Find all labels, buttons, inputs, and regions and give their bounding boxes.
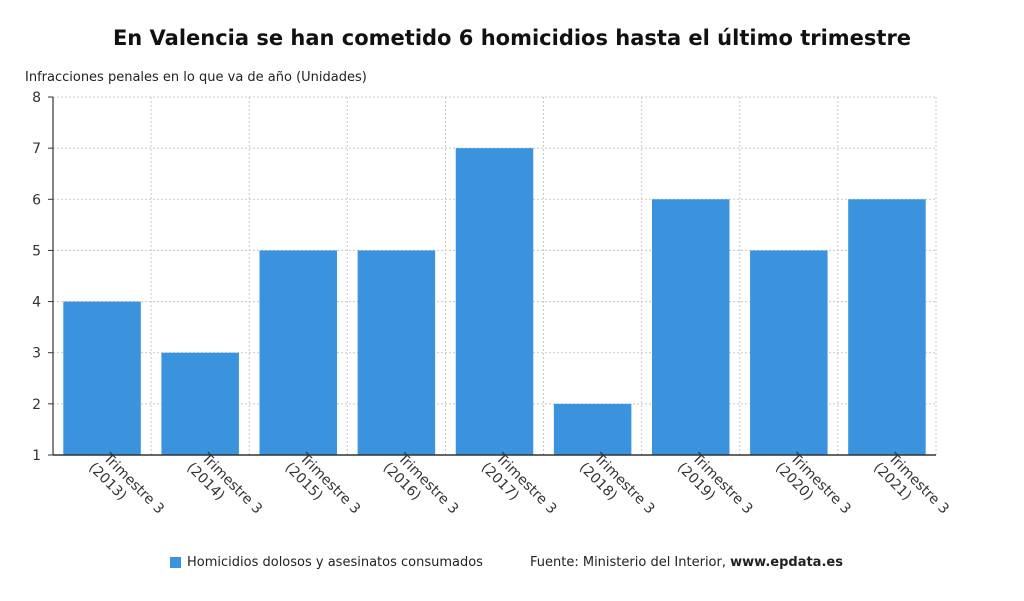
bar bbox=[651, 199, 730, 455]
x-tick-label: Trimestre 3(2019) bbox=[674, 450, 756, 518]
x-tick-label: Trimestre 3(2013) bbox=[85, 450, 167, 518]
x-tick-label: Trimestre 3(2018) bbox=[576, 450, 658, 518]
bars bbox=[63, 148, 926, 455]
y-tick-label: 3 bbox=[32, 346, 41, 362]
bar bbox=[161, 352, 239, 455]
chart-title: En Valencia se han cometido 6 homicidios… bbox=[112, 26, 912, 50]
bar bbox=[63, 301, 141, 455]
x-tick-label: Trimestre 3(2017) bbox=[478, 450, 560, 518]
source-note: Fuente: Ministerio del Interior, www.epd… bbox=[530, 555, 843, 570]
bar bbox=[357, 250, 436, 455]
x-tick-label: Trimestre 3(2020) bbox=[772, 450, 854, 518]
y-tick-label: 7 bbox=[32, 141, 41, 157]
y-axis-label: Infracciones penales en lo que va de año… bbox=[25, 70, 367, 85]
x-tick-label: Trimestre 3(2014) bbox=[183, 450, 265, 518]
bar bbox=[750, 250, 828, 455]
bar bbox=[259, 250, 338, 455]
y-tick-labels: 1 2 3 4 5 6 7 8 bbox=[32, 90, 41, 464]
bar bbox=[553, 403, 632, 455]
y-tick-label: 4 bbox=[32, 295, 41, 311]
bar bbox=[455, 148, 534, 455]
x-tick-label: Trimestre 3(2015) bbox=[282, 450, 364, 518]
source-site: www.epdata.es bbox=[730, 555, 843, 570]
x-tick-label: Trimestre 3(2016) bbox=[380, 450, 462, 518]
legend: Homicidios dolosos y asesinatos consumad… bbox=[170, 555, 483, 570]
x-tick-labels: Trimestre 3(2013) Trimestre 3(2014) Trimes… bbox=[85, 450, 952, 518]
y-tick-label: 5 bbox=[32, 243, 41, 259]
legend-label: Homicidios dolosos y asesinatos consumad… bbox=[187, 555, 483, 570]
x-tick-label: Trimestre 3(2021) bbox=[870, 450, 952, 518]
axes bbox=[48, 96, 936, 456]
y-tick-label: 2 bbox=[32, 397, 41, 413]
legend-swatch bbox=[170, 557, 181, 568]
bar bbox=[848, 199, 926, 455]
y-tick-label: 8 bbox=[32, 90, 41, 106]
y-tick-label: 6 bbox=[32, 192, 41, 208]
source-label: Fuente: Ministerio del Interior, bbox=[530, 555, 731, 570]
y-tick-label: 1 bbox=[32, 448, 41, 464]
